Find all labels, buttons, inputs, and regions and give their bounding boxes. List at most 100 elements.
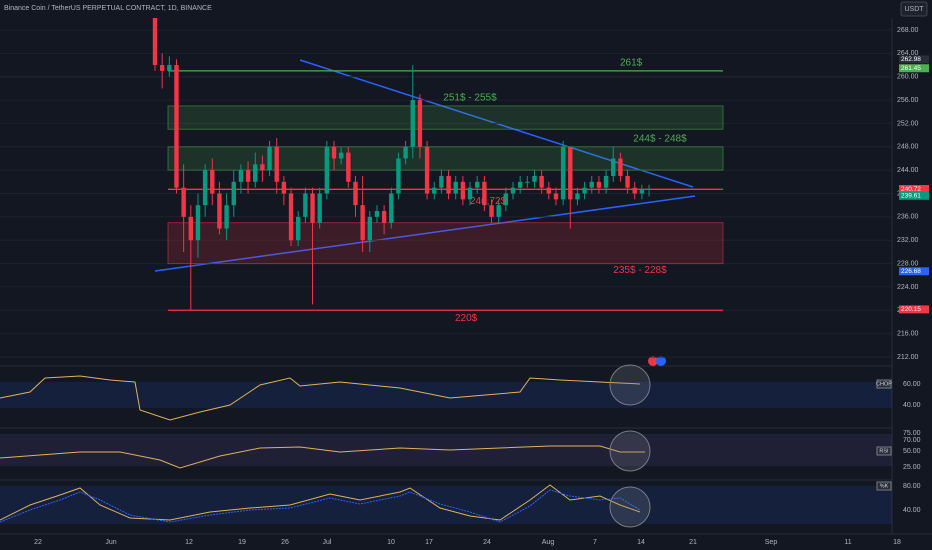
price-badge xyxy=(899,55,929,64)
level-label: 261$ xyxy=(620,58,643,69)
indicator-tick-label: 25.00 xyxy=(903,464,921,471)
price-tick-label: 248.00 xyxy=(897,144,919,151)
candle-body xyxy=(432,187,437,194)
candle-body xyxy=(303,193,308,217)
indicator-badge xyxy=(876,379,892,389)
date-label: 11 xyxy=(844,539,851,546)
chop-line xyxy=(0,375,641,421)
candle-body xyxy=(403,146,408,159)
price-badge xyxy=(899,185,929,194)
stoch-k xyxy=(0,484,641,521)
candle-body xyxy=(374,211,380,217)
price-tick-label: 236.00 xyxy=(897,214,919,221)
price-tick-label: 264.00 xyxy=(897,50,919,57)
candle-body xyxy=(281,181,287,194)
candle-body xyxy=(503,193,509,206)
indicator-badge xyxy=(876,446,892,456)
stoch-band xyxy=(0,486,892,524)
price-badge xyxy=(899,267,929,276)
date-label: 21 xyxy=(689,539,697,546)
candle-body xyxy=(532,175,537,182)
price-tick-label: 228.00 xyxy=(897,260,919,267)
price-badge xyxy=(899,191,929,200)
price-badge-label: 261.45 xyxy=(901,65,921,72)
candle-body xyxy=(489,205,494,217)
event-icon[interactable] xyxy=(656,356,666,366)
date-label: Jun xyxy=(105,539,116,546)
candle-body xyxy=(389,193,394,223)
candle-body xyxy=(439,175,444,188)
candle-body xyxy=(517,181,523,188)
candle-body xyxy=(453,181,458,194)
trendline-lower xyxy=(154,195,696,272)
candle-body xyxy=(646,188,652,190)
price-badge-label: 240.72 xyxy=(901,186,921,193)
highlight-circle xyxy=(609,430,651,472)
price-pane xyxy=(0,18,892,358)
candle-body xyxy=(346,152,351,182)
candle-body xyxy=(224,205,229,229)
candle-body xyxy=(188,216,193,241)
candle-body xyxy=(632,187,637,194)
candle-body xyxy=(589,181,594,188)
candle-body xyxy=(496,205,501,217)
candle-body xyxy=(159,65,165,71)
highlight-circle xyxy=(609,486,651,528)
candle-body xyxy=(231,181,236,206)
candle-body xyxy=(603,175,609,188)
candle-body xyxy=(575,193,580,200)
candle-body xyxy=(167,65,172,71)
stoch-d xyxy=(0,489,641,523)
candle-body xyxy=(625,175,630,188)
candle-body xyxy=(582,187,587,194)
price-tick-label: 268.00 xyxy=(897,27,919,34)
candle-body xyxy=(245,170,251,182)
zone xyxy=(167,146,724,171)
date-label: Jul xyxy=(323,539,332,546)
zone xyxy=(167,105,724,130)
price-tick-label: 256.00 xyxy=(897,97,919,104)
date-label: 10 xyxy=(387,539,395,546)
currency-label[interactable]: USDT xyxy=(904,6,924,13)
candle-body xyxy=(381,211,387,223)
date-label: Sep xyxy=(765,539,778,546)
candle-body xyxy=(274,146,279,182)
price-tick-label: 252.00 xyxy=(897,120,919,127)
candle-body xyxy=(639,189,645,194)
price-tick-label: 244.00 xyxy=(897,167,919,174)
currency-button[interactable] xyxy=(900,1,928,17)
level-label: 240,72$ xyxy=(470,196,507,207)
candle-body xyxy=(152,18,158,66)
price-tick-label: 232.00 xyxy=(897,237,919,244)
zone xyxy=(167,222,724,265)
indicator-name: CHOP xyxy=(876,381,892,387)
date-label: 19 xyxy=(238,539,246,546)
candle-body xyxy=(267,146,272,171)
event-icon[interactable] xyxy=(648,356,658,366)
candle-body xyxy=(174,65,179,188)
candle-body xyxy=(367,216,372,241)
candle-body xyxy=(396,158,401,194)
candle-body xyxy=(467,187,473,200)
candle-body xyxy=(331,146,337,159)
date-label: 14 xyxy=(637,539,645,546)
candle-body xyxy=(317,193,322,223)
candle-body xyxy=(539,175,544,188)
candle-body xyxy=(410,100,415,147)
level-label: 220$ xyxy=(455,313,478,324)
date-label: 18 xyxy=(893,539,901,546)
candle-body xyxy=(618,158,623,176)
candle-body xyxy=(260,164,265,171)
candle-body xyxy=(460,181,466,200)
candle-body xyxy=(181,187,186,217)
date-label: 17 xyxy=(425,539,433,546)
price-tick-label: 216.00 xyxy=(897,330,919,337)
price-tick-label: 212.00 xyxy=(897,354,919,361)
candle-body xyxy=(596,181,602,188)
candle-body xyxy=(611,158,616,176)
date-label: 7 xyxy=(593,539,597,546)
candle-body xyxy=(210,170,215,194)
candle-body xyxy=(525,181,530,183)
